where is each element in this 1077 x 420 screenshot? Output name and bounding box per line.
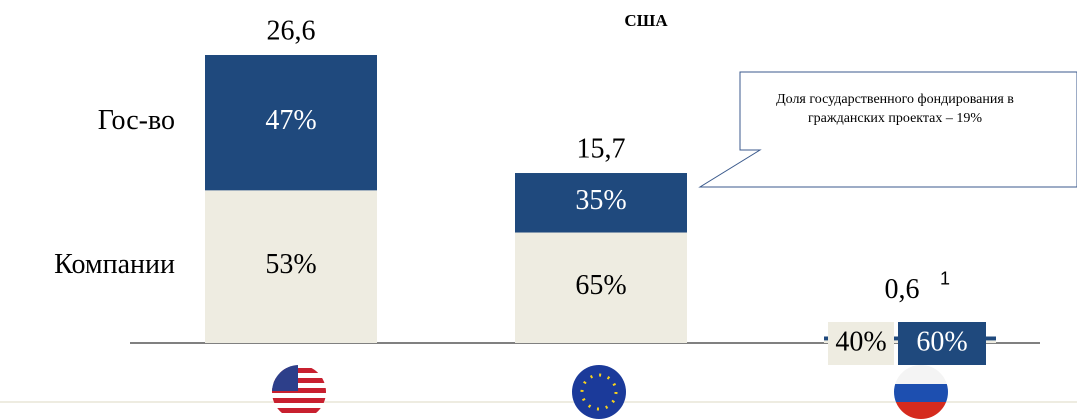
total-label: 26,6 bbox=[267, 15, 316, 46]
footnote: 1 bbox=[940, 268, 950, 288]
flag-eu bbox=[572, 365, 626, 419]
value-label-box bbox=[828, 322, 894, 365]
value-label-box bbox=[898, 322, 986, 365]
callout-text: Доля государственного фондирования в гра… bbox=[776, 92, 1014, 126]
bar-segment bbox=[515, 232, 687, 343]
value-label: 60% bbox=[916, 326, 967, 357]
total-label: 15,7 bbox=[577, 133, 626, 164]
bar-segment bbox=[205, 55, 377, 191]
value-label: 35% bbox=[575, 185, 626, 216]
chart-title: США bbox=[624, 11, 668, 30]
value-label: 53% bbox=[265, 249, 316, 280]
flag-russia bbox=[894, 365, 948, 419]
flag-usa bbox=[272, 365, 326, 419]
series-name: Гос-во bbox=[98, 105, 175, 136]
value-label: 40% bbox=[835, 326, 886, 357]
value-label: 47% bbox=[265, 105, 316, 136]
series-name: Компании bbox=[54, 249, 175, 280]
total-label: 0,6 bbox=[885, 274, 920, 305]
bar-segment bbox=[515, 173, 687, 233]
bar-segment bbox=[205, 190, 377, 343]
value-label: 65% bbox=[575, 270, 626, 301]
callout-box bbox=[698, 71, 1077, 188]
